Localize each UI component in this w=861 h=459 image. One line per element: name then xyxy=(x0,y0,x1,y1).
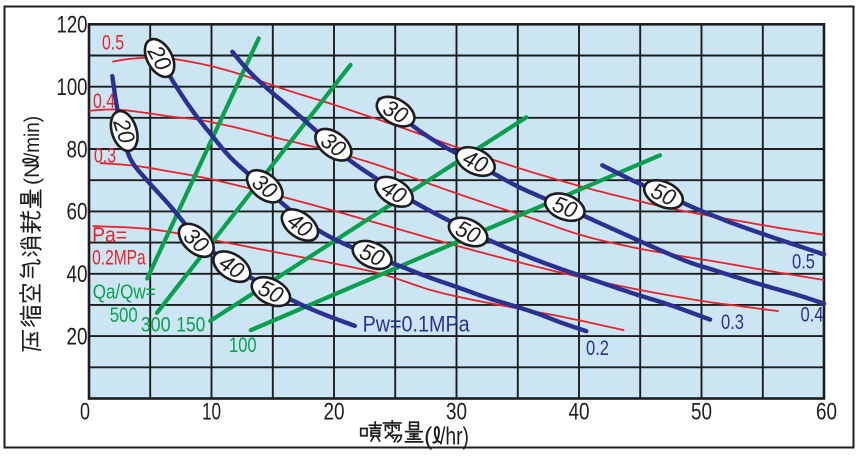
svg-text:10: 10 xyxy=(202,399,221,426)
svg-text:Pw=0.1MPa: Pw=0.1MPa xyxy=(363,312,471,337)
svg-text:30: 30 xyxy=(446,399,467,426)
svg-text:(N: (N xyxy=(21,163,44,185)
svg-text:0.2: 0.2 xyxy=(586,337,609,360)
svg-text:40: 40 xyxy=(569,399,590,426)
svg-text:80: 80 xyxy=(67,136,88,163)
svg-text:0: 0 xyxy=(80,399,90,426)
svg-text:0.3: 0.3 xyxy=(721,311,744,334)
svg-text:150: 150 xyxy=(176,314,205,337)
svg-text:20: 20 xyxy=(324,399,345,426)
svg-text:(: ( xyxy=(424,422,433,450)
svg-text:/hr): /hr) xyxy=(440,422,469,450)
svg-text:/min): /min) xyxy=(21,116,44,158)
svg-text:300: 300 xyxy=(141,314,171,337)
svg-text:Qa/Qw=: Qa/Qw= xyxy=(93,282,156,304)
svg-text:100: 100 xyxy=(229,334,257,357)
svg-text:500: 500 xyxy=(110,304,138,327)
svg-text:60: 60 xyxy=(67,199,88,226)
svg-text:120: 120 xyxy=(57,12,88,39)
svg-text:60: 60 xyxy=(816,399,837,426)
svg-text:40: 40 xyxy=(67,261,88,288)
svg-text:0.4: 0.4 xyxy=(93,90,115,113)
svg-text:0.5: 0.5 xyxy=(102,32,124,55)
svg-text:0.3: 0.3 xyxy=(94,145,116,168)
svg-text:20: 20 xyxy=(67,323,88,350)
svg-text:0.2MPa: 0.2MPa xyxy=(92,247,146,270)
svg-text:100: 100 xyxy=(57,74,88,101)
svg-text:50: 50 xyxy=(691,399,712,426)
svg-text:0.5: 0.5 xyxy=(792,251,815,274)
svg-text:0.4: 0.4 xyxy=(801,304,824,327)
svg-text:Pa=: Pa= xyxy=(92,224,127,247)
